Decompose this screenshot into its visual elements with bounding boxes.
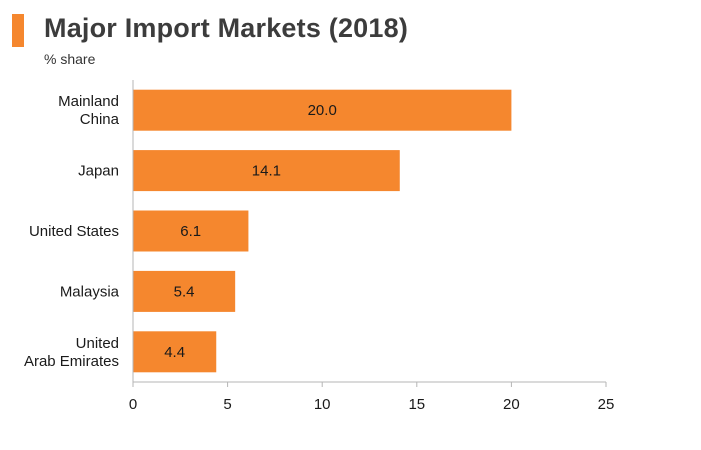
x-tick-label: 10 xyxy=(314,396,331,413)
bar xyxy=(133,210,249,252)
category-label: Mainland xyxy=(58,93,119,110)
category-label: Malaysia xyxy=(60,283,120,300)
data-label: 14.1 xyxy=(252,163,281,180)
category-label: China xyxy=(80,111,120,128)
chart-subtitle: % share xyxy=(44,51,96,67)
bar xyxy=(133,150,400,192)
data-label: 6.1 xyxy=(180,223,201,240)
chart-title: Major Import Markets (2018) xyxy=(44,13,409,43)
x-tick-label: 15 xyxy=(408,396,425,413)
category-label: Arab Emirates xyxy=(24,353,119,370)
category-label: United States xyxy=(29,223,119,240)
x-tick-label: 20 xyxy=(503,396,520,413)
data-label: 5.4 xyxy=(174,283,195,300)
x-tick-label: 0 xyxy=(129,396,137,413)
x-tick-label: 25 xyxy=(598,396,615,413)
category-label: United xyxy=(76,335,119,352)
x-tick-label: 5 xyxy=(223,396,231,413)
bar xyxy=(133,270,236,312)
category-label: Japan xyxy=(78,163,119,180)
data-label: 20.0 xyxy=(308,102,337,119)
bar xyxy=(133,331,217,373)
data-label: 4.4 xyxy=(164,344,185,361)
title-marker xyxy=(12,14,24,47)
bar xyxy=(133,89,512,131)
